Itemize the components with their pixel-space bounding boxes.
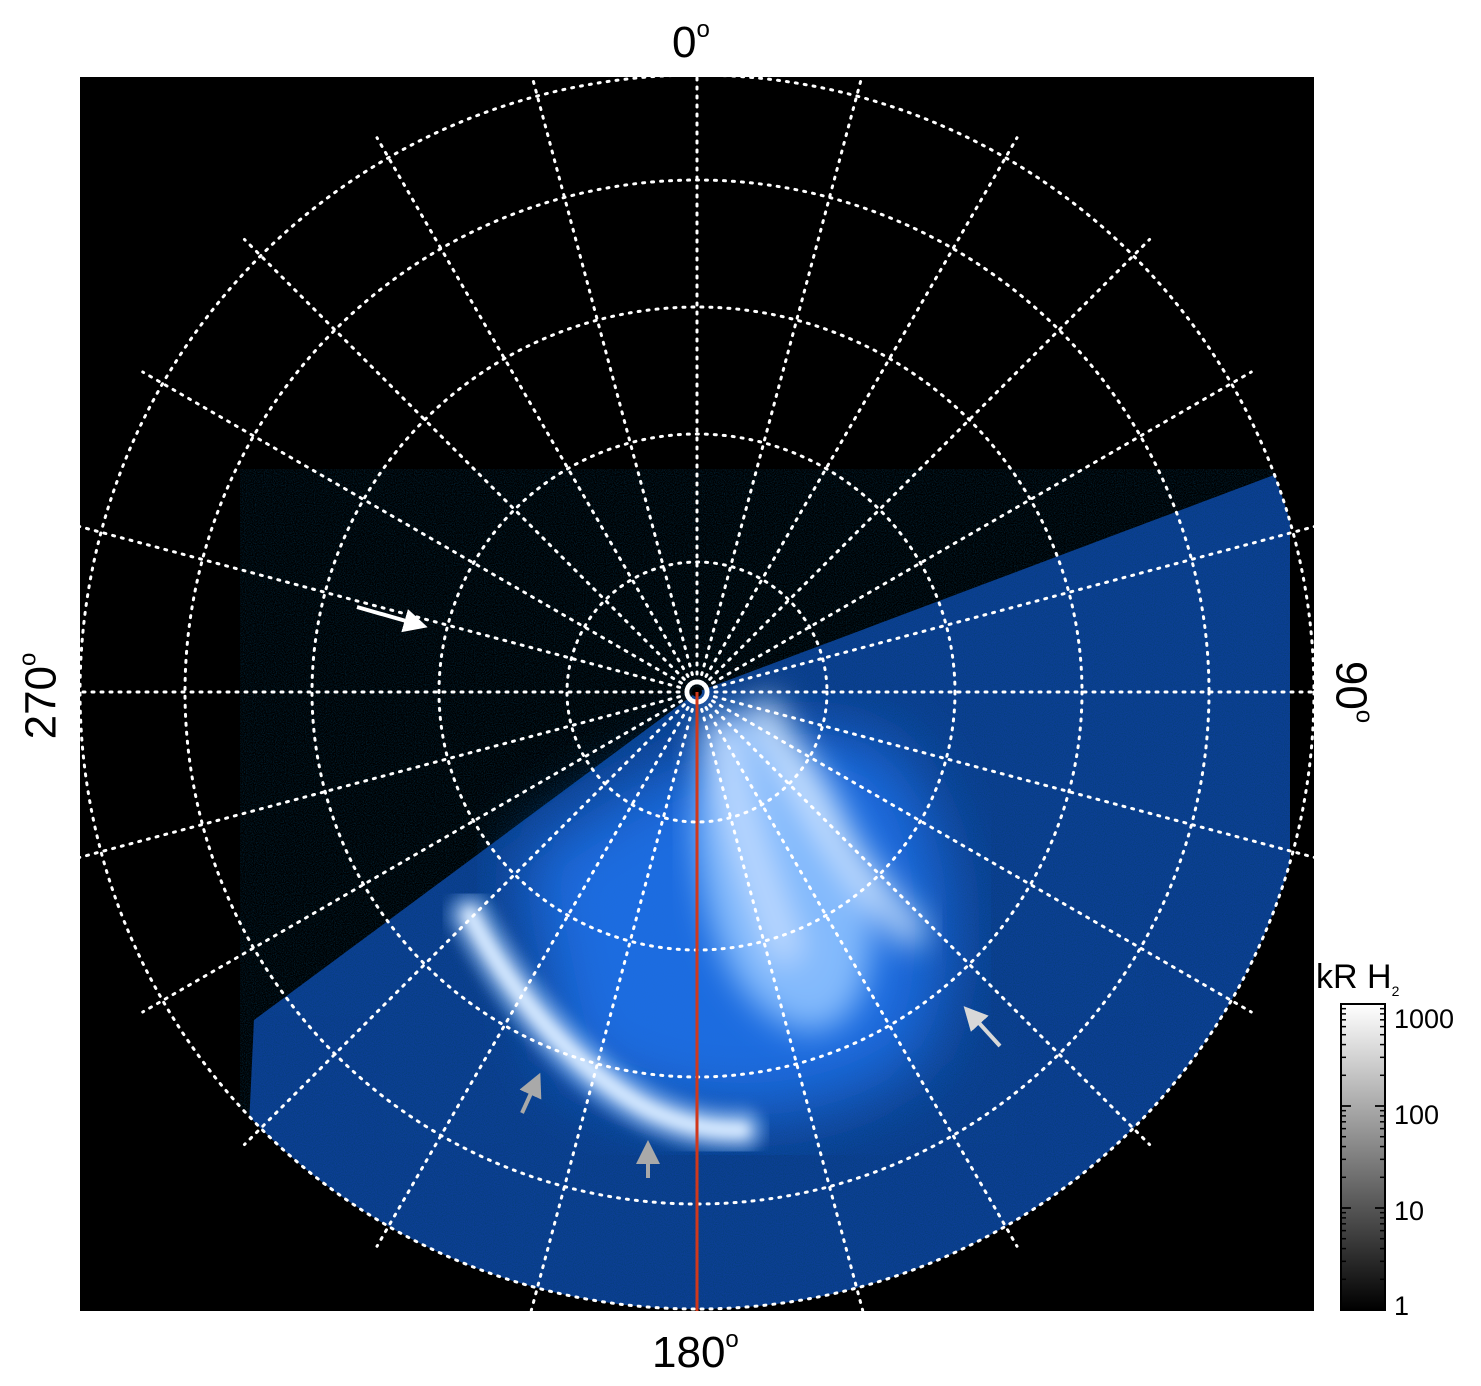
longitude-line xyxy=(242,690,699,1147)
longitude-line xyxy=(695,690,1253,1014)
longitude-line xyxy=(529,690,699,1311)
colorbar-ticks xyxy=(1341,1003,1385,1311)
angle-label-0: 0o xyxy=(672,16,710,67)
longitude-line xyxy=(695,690,1152,1147)
colorbar xyxy=(1340,1003,1386,1311)
longitude-line xyxy=(695,136,1019,694)
longitude-line xyxy=(695,690,1314,859)
white-arrow xyxy=(356,605,428,633)
gray-arrow xyxy=(519,1072,542,1114)
angle-label-180: 180o xyxy=(652,1326,739,1377)
angle-label-90: 90o xyxy=(1326,660,1378,724)
longitude-line xyxy=(242,237,699,694)
longitude-line xyxy=(530,77,699,694)
longitude-line xyxy=(80,525,699,694)
longitude-line xyxy=(695,690,865,1311)
longitude-line xyxy=(80,690,699,859)
longitude-line xyxy=(695,525,1314,694)
colorbar-title: kR H2 xyxy=(1316,958,1400,999)
colorbar-tick-label: 100 xyxy=(1394,1100,1440,1130)
polar-grid xyxy=(80,77,1314,1311)
longitude-line xyxy=(695,237,1152,694)
latitude-circle xyxy=(565,560,829,824)
colorbar-tick-label: 10 xyxy=(1394,1196,1425,1226)
colorbar-tick-label: 1 xyxy=(1394,1291,1410,1321)
longitude-line xyxy=(695,690,1019,1248)
longitude-line xyxy=(695,370,1253,694)
light-gray-arrow xyxy=(963,1006,1002,1048)
aurora-filament xyxy=(748,694,930,950)
colorbar-tick-label: 1000 xyxy=(1394,1004,1455,1034)
longitude-line xyxy=(141,370,699,694)
aurora-main-arc-glow xyxy=(447,892,765,1153)
aurora-filament xyxy=(705,718,805,966)
aurora-emission xyxy=(240,469,1290,1309)
longitude-line xyxy=(375,136,699,694)
angle-label-270: 270o xyxy=(14,652,66,740)
longitude-line xyxy=(375,690,699,1248)
longitude-line xyxy=(695,77,864,694)
longitude-line xyxy=(141,690,699,1014)
